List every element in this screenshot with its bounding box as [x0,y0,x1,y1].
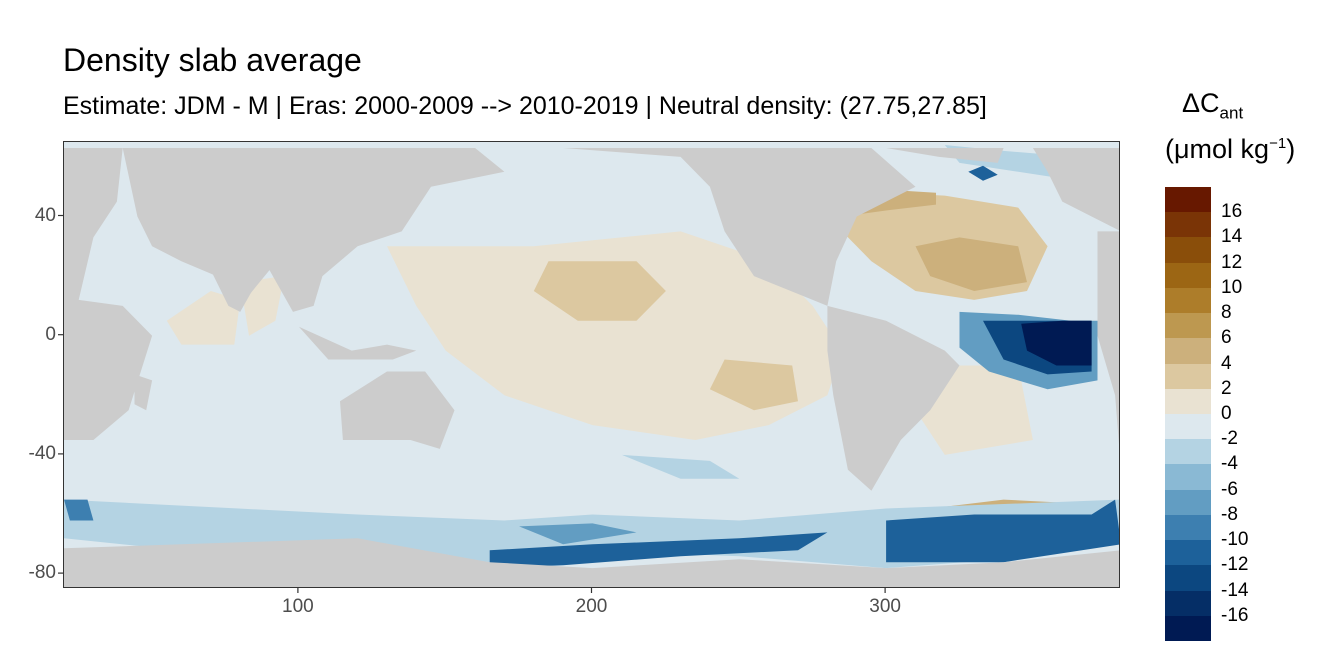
field-ross-blue [489,532,828,569]
land-north-america [563,148,916,306]
legend-swatch [1165,489,1211,516]
legend-swatch [1165,187,1211,213]
land-south-america [827,305,960,491]
legend-label: 16 [1221,201,1243,223]
legend-label: 4 [1221,352,1232,374]
field-south-pacific-streak [621,454,740,479]
legend-title-sub: ant [1219,103,1244,123]
legend-swatch [1165,262,1211,289]
legend-label: 14 [1221,226,1243,248]
legend-label: 12 [1221,251,1243,273]
land-australia [340,371,455,449]
land-africa-europe [64,148,153,440]
land-europe-ne [1032,148,1119,231]
legend-swatch [1165,313,1211,339]
legend-unit: (μmol kg−1) [1165,134,1295,165]
x-tick-label: 100 [282,596,314,617]
field-pacific-sector-blue [519,523,637,545]
legend-swatch [1165,439,1211,465]
legend-swatch [1165,590,1211,617]
y-tick-label: -80 [28,562,56,584]
legend-swatch [1165,565,1211,592]
chart-title: Density slab average [63,42,362,78]
land-africa-east [1097,231,1119,445]
land-indonesia [298,326,417,360]
legend-unit-suffix: ) [1286,134,1296,164]
legend-label: 2 [1221,377,1232,399]
legend-label: -4 [1221,453,1238,475]
legend-label: 10 [1221,276,1243,298]
legend-label: -2 [1221,428,1238,450]
legend-title: ΔCant [1182,88,1243,123]
field-eq-atlantic-core [1021,320,1092,366]
map-svg [64,142,1119,587]
legend-swatch [1165,212,1211,238]
legend-swatch [1165,464,1211,491]
legend-swatch [1165,540,1211,566]
legend-swatch [1165,237,1211,264]
legend-swatch [1165,287,1211,314]
legend-swatch [1165,514,1211,541]
chart-subtitle: Estimate: JDM - M | Eras: 2000-2009 --> … [63,92,987,120]
y-tick-label: -40 [28,442,56,464]
legend-label: 0 [1221,403,1232,424]
field-irminger [968,165,998,181]
legend-colorbar [1165,187,1211,642]
field-central-pacific [533,261,666,321]
legend-label: -6 [1221,478,1238,500]
legend-swatch [1165,388,1211,415]
legend-swatch [1165,363,1211,390]
legend-label: -16 [1221,604,1249,626]
legend-title-main: ΔC [1182,88,1220,118]
legend-label: 6 [1221,327,1232,349]
y-tick-label: 40 [34,204,56,226]
field-southeast-pacific [709,359,798,411]
y-tick-label: 0 [45,323,56,345]
legend-swatch [1165,414,1211,440]
field-weddell-blue [886,499,1119,563]
land-antarctica [64,538,1119,587]
field-west-indian [166,291,241,345]
legend-label: -10 [1221,529,1249,551]
land-madagascar [134,374,153,411]
legend-label: -8 [1221,503,1238,525]
legend-label: -12 [1221,554,1249,576]
x-tick-label: 200 [575,596,608,617]
legend-label: -14 [1221,579,1249,601]
land-india [210,270,264,312]
legend-unit-prefix: (μmol kg [1165,134,1270,164]
legend-swatch [1165,615,1211,642]
field-north-atlantic-core [915,237,1027,291]
x-tick-label: 300 [869,596,901,617]
plot-panel [63,141,1120,588]
legend-label: 8 [1221,302,1232,324]
legend-swatch [1165,338,1211,365]
legend-unit-sup: −1 [1269,135,1287,152]
land-greenland [886,148,1004,163]
field-southwest-indian-blue [64,499,94,521]
